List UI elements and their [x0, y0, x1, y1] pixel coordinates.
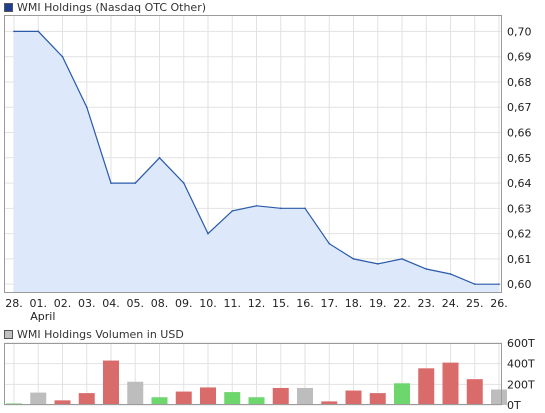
price-point	[85, 106, 88, 109]
y-tick-label: 0,62	[507, 228, 532, 241]
price-legend-swatch	[4, 2, 13, 12]
y-tick-label: 0,67	[507, 101, 532, 114]
x-tick-label: 24.	[442, 297, 460, 310]
x-tick-label: 23.	[418, 297, 436, 310]
y-tick-label: 0,65	[507, 152, 532, 165]
y-tick-label: 0,70	[507, 25, 532, 38]
price-point	[37, 30, 40, 33]
price-point	[401, 258, 403, 260]
price-point	[425, 268, 428, 270]
volume-bar	[272, 387, 289, 405]
x-tick-label: 17.	[321, 297, 339, 310]
x-tick-label: 04.	[102, 297, 120, 310]
y-tick-label: 0,69	[507, 51, 532, 64]
volume-bar	[151, 397, 168, 405]
price-point	[449, 273, 452, 275]
volume-legend-label: WMI Holdings Volumen in USD	[17, 327, 184, 341]
price-point	[352, 258, 355, 260]
volume-bar	[175, 391, 192, 405]
volume-plot-frame	[4, 343, 502, 405]
x-tick-label: 09.	[175, 297, 193, 310]
price-point	[255, 205, 258, 207]
x-tick-label: 18.	[345, 297, 363, 310]
price-point	[376, 263, 379, 265]
price-point	[498, 283, 500, 285]
price-legend: WMI Holdings (Nasdaq OTC Other)	[4, 0, 206, 14]
volume-bar	[200, 387, 216, 405]
x-month-label: April	[30, 310, 55, 323]
volume-bar	[103, 360, 119, 405]
volume-bar	[30, 392, 47, 405]
x-tick-label: 05.	[127, 297, 145, 310]
price-point	[134, 182, 137, 184]
x-tick-label: 28.	[5, 297, 23, 310]
price-point	[13, 30, 15, 33]
price-point	[473, 283, 476, 285]
y-tick-label: 0,63	[507, 202, 532, 215]
x-tick-label: 19.	[369, 297, 387, 310]
volume-legend: WMI Holdings Volumen in USD	[4, 327, 184, 341]
volume-bar	[78, 393, 95, 405]
y-tick-label: 0,64	[507, 177, 532, 190]
price-point	[207, 232, 209, 235]
volume-bar	[418, 368, 435, 405]
price-legend-label: WMI Holdings (Nasdaq OTC Other)	[17, 0, 207, 14]
x-tick-label: 15.	[272, 297, 290, 310]
volume-bar	[248, 397, 265, 405]
volume-bar	[224, 392, 241, 405]
x-tick-label: 08.	[151, 297, 169, 310]
price-point	[231, 210, 234, 212]
x-tick-label: 10.	[199, 297, 217, 310]
x-tick-label: 22.	[393, 297, 411, 310]
volume-bar	[466, 379, 483, 405]
x-tick-label: 02.	[54, 297, 72, 310]
price-point	[182, 182, 185, 184]
y-tick-label: 0,68	[507, 76, 532, 89]
volume-y-tick-label: 400T	[507, 358, 535, 371]
y-tick-label: 0,66	[507, 127, 532, 140]
price-point	[304, 207, 306, 210]
volume-bar	[369, 393, 386, 405]
volume-legend-swatch	[4, 329, 13, 339]
price-point	[158, 156, 161, 159]
price-point	[279, 207, 282, 210]
volume-bar	[54, 400, 71, 405]
volume-bar	[442, 362, 459, 405]
volume-bar	[321, 401, 338, 405]
price-point	[110, 182, 112, 184]
price-point	[328, 242, 331, 245]
x-tick-label: 01.	[30, 297, 48, 310]
volume-bar	[127, 381, 144, 405]
volume-y-tick-label: 600T	[507, 337, 535, 350]
x-tick-label: 25.	[466, 297, 484, 310]
y-tick-label: 0,60	[507, 278, 532, 291]
x-tick-label: 03.	[78, 297, 96, 310]
y-tick-label: 0,61	[507, 253, 532, 266]
x-tick-label: 16.	[296, 297, 314, 310]
volume-bar	[491, 389, 507, 405]
x-tick-label: 11.	[224, 297, 242, 310]
price-point	[61, 55, 64, 58]
price-plot-frame	[4, 15, 502, 293]
volume-y-tick-label: 200T	[507, 378, 535, 391]
volume-bar	[345, 390, 362, 405]
x-tick-label: 12.	[248, 297, 266, 310]
price-area	[14, 31, 499, 294]
x-tick-label: 26.	[490, 297, 508, 310]
volume-bar	[394, 383, 410, 405]
volume-y-tick-label: 0T	[507, 399, 521, 412]
volume-bar	[297, 387, 313, 405]
